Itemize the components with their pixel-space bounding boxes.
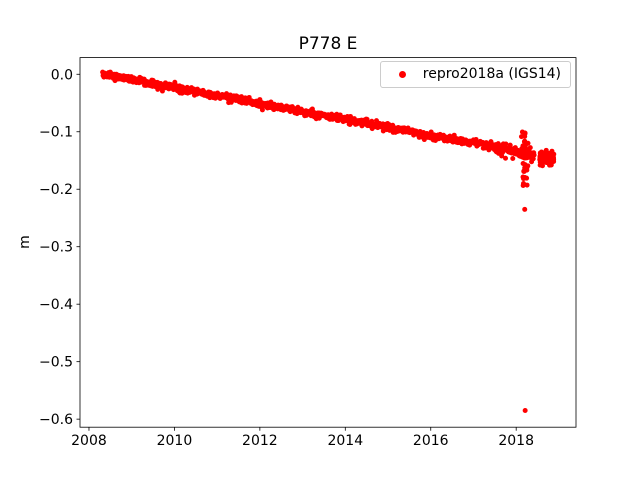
legend: repro2018a (IGS14) [379,61,571,89]
y-tick-label: 0.0 [51,67,73,83]
legend-label: repro2018a (IGS14) [422,66,561,82]
y-axis-label: m [17,235,33,249]
legend-marker-dot [399,71,407,79]
axes-border [79,57,577,428]
y-tick-label: −0.5 [39,355,73,371]
x-tick-label: 2010 [157,433,193,449]
x-tick-label: 2012 [242,433,278,449]
x-tick-label: 2014 [327,433,363,449]
chart-title: P778 E [299,34,358,54]
y-tick-label: −0.1 [39,125,73,141]
y-tick-label: −0.4 [39,297,73,313]
y-tick-label: −0.2 [39,182,73,198]
y-tick-label: −0.6 [39,412,73,428]
x-tick-label: 2016 [413,433,449,449]
x-tick-label: 2008 [71,433,107,449]
y-tick-label: −0.3 [39,240,73,256]
legend-marker [390,71,416,79]
x-tick-label: 2018 [498,433,534,449]
scatter-points [100,69,557,414]
